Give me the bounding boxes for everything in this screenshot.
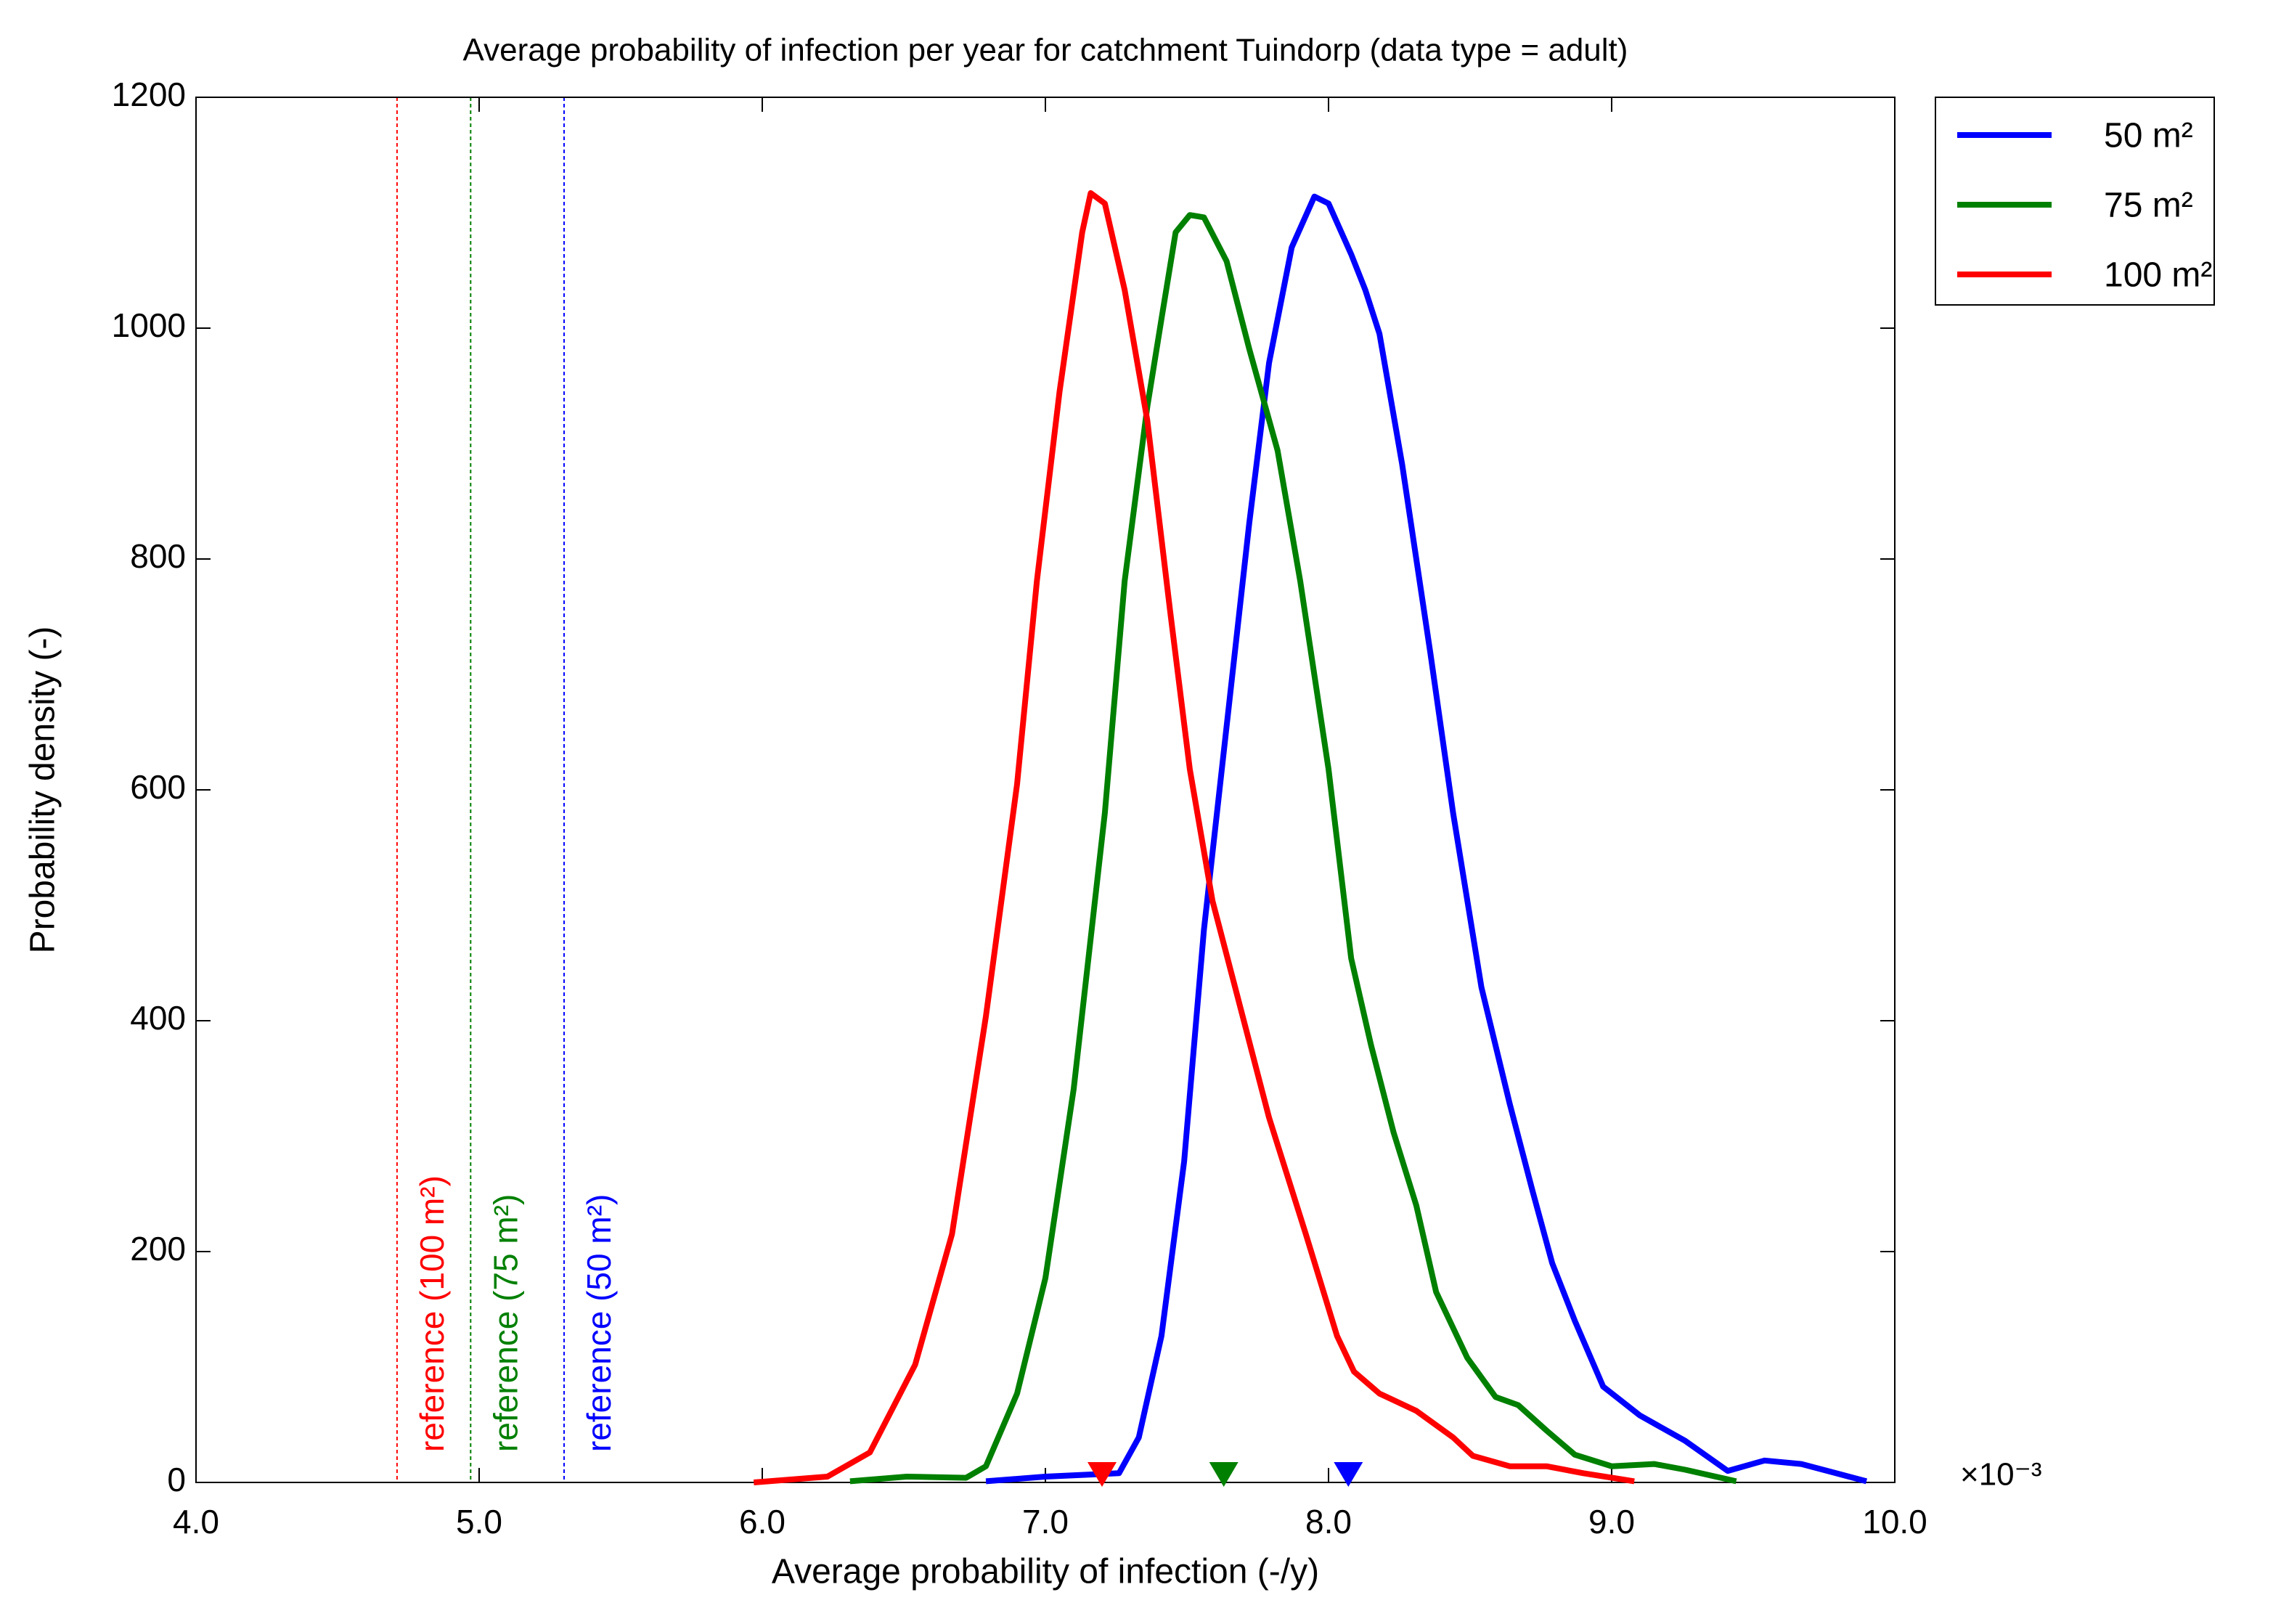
- x-tick-label: 4.0: [173, 1503, 219, 1541]
- mean-marker: [1088, 1462, 1117, 1487]
- y-axis-label: Probability density (-): [24, 627, 62, 954]
- mean-marker: [1209, 1462, 1239, 1487]
- mean-marker: [1334, 1462, 1363, 1487]
- series-line: [753, 190, 1635, 1485]
- chart-title: Average probability of infection per yea…: [463, 33, 1628, 68]
- x-tick-label: 6.0: [739, 1503, 786, 1541]
- x-tick-label: 10.0: [1862, 1503, 1927, 1541]
- x-tick-label: 9.0: [1588, 1503, 1635, 1541]
- reference-label: reference (75 m²): [486, 1194, 524, 1452]
- x-axis-label: Average probability of infection (-/y): [772, 1553, 1319, 1591]
- y-tick-label: 600: [130, 768, 186, 806]
- y-tick-label: 0: [167, 1461, 186, 1498]
- legend-label: 50 m²: [2104, 117, 2193, 155]
- y-tick-label: 400: [130, 999, 186, 1037]
- series-line: [985, 193, 1868, 1485]
- x-exponent-label: ×10⁻³: [1960, 1457, 2042, 1493]
- y-tick-label: 1200: [112, 76, 186, 113]
- x-tick-label: 7.0: [1022, 1503, 1069, 1541]
- y-tick-label: 200: [130, 1230, 186, 1268]
- legend-label: 100 m²: [2104, 256, 2212, 295]
- reference-label: reference (50 m²): [580, 1194, 618, 1452]
- y-tick-label: 1000: [112, 306, 186, 344]
- series-line: [849, 212, 1737, 1485]
- reference-label: reference (100 m²): [413, 1175, 451, 1452]
- legend-label: 75 m²: [2104, 187, 2193, 225]
- x-tick-label: 5.0: [456, 1503, 502, 1541]
- y-tick-label: 800: [130, 537, 186, 575]
- x-tick-label: 8.0: [1305, 1503, 1352, 1541]
- legend-box: [1935, 97, 2215, 306]
